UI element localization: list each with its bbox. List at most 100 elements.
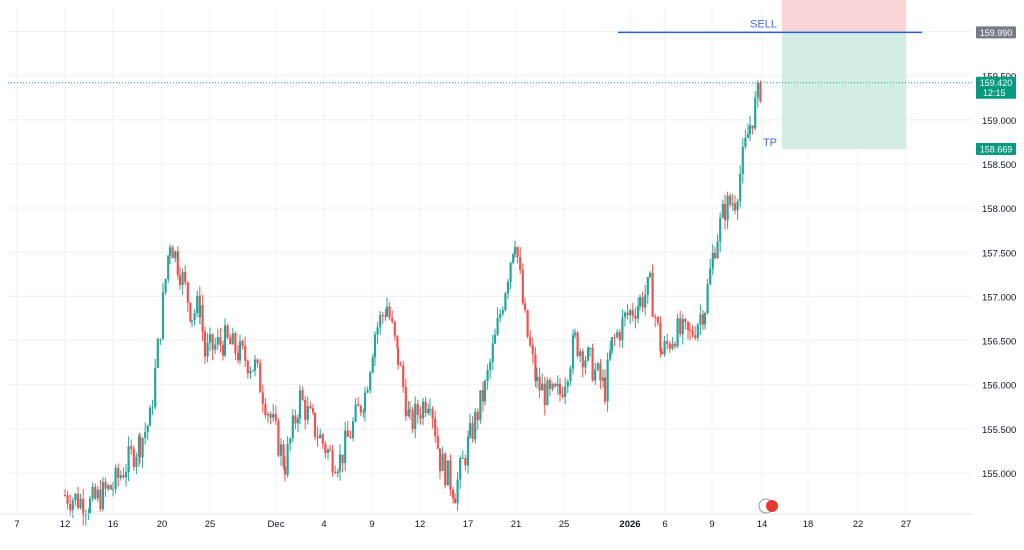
candle-down [723,194,727,230]
candle-body [379,314,382,328]
candle-body [496,317,499,335]
candle-body [69,503,72,510]
candle-body [489,361,492,371]
candle-body [746,133,750,138]
candle-down [203,326,207,364]
candle-body [404,387,407,417]
candle-body [646,277,649,295]
candle-body [311,408,315,413]
candle-body [66,495,69,504]
candle-up [164,278,167,296]
candle-body [713,253,717,259]
candle-body [529,336,532,346]
candle-body [269,413,272,418]
candle-body [736,201,739,211]
candle-body [114,467,117,489]
candle-up [354,398,357,423]
candle-body [399,364,402,366]
candle-up [756,80,759,108]
candle-up [731,194,734,212]
x-tick-label: 25 [559,519,570,530]
candle-down [759,80,762,104]
candle-up [107,483,110,492]
candle-down [259,358,262,393]
candle-down [171,245,174,259]
candle-body [331,450,334,472]
candle-body [711,253,714,269]
candle-down [236,345,240,364]
candle-up [709,258,712,286]
candle-body [282,444,285,467]
candle-body [461,457,464,459]
candle-body [324,443,327,454]
candle-down [634,307,637,329]
candle-body [638,297,642,307]
candle-down [122,467,125,479]
candle-up [111,481,115,497]
candle-up [286,436,289,478]
candle-up [427,403,430,416]
position-zones [782,0,906,150]
candle-body [506,281,510,294]
candle-up [336,468,339,478]
candle-body [535,376,539,381]
candle-body [402,365,405,388]
candle-up [181,268,184,295]
position-overlay[interactable]: SLSELLTP [8,0,972,149]
candle-body [336,471,339,473]
candle-body [117,467,120,478]
candle-up [208,327,212,352]
candle-body [451,489,455,499]
candle-body [699,314,702,325]
candle-body [663,341,666,355]
candle-body [107,485,110,489]
candle-up [146,424,149,441]
candle-up [499,309,502,322]
candle-body [221,344,225,356]
candle-body [741,146,744,174]
candle-body [449,460,452,490]
candle-body [161,292,165,339]
candle-up [148,404,152,427]
candle-up [446,460,449,486]
candle-body [151,407,154,409]
candle-down [138,432,142,464]
candle-body [546,380,549,406]
candle-up [579,348,582,363]
candle-up [291,409,294,443]
candle-body [601,377,605,381]
x-tick-label: 20 [157,519,168,530]
candle-body [141,438,144,458]
candle-body [660,351,664,355]
candle-down [274,405,277,425]
candle-body [168,247,172,256]
candle-body [373,334,377,358]
candle-body [369,372,372,391]
candle-body [483,381,487,402]
candle-up [272,403,275,422]
candle-down [388,302,391,321]
candle-down [294,409,297,430]
candle-up [699,304,702,335]
candle-body [596,363,599,370]
candle-body [644,294,647,308]
candle-body [571,335,575,369]
candle-body [441,453,444,472]
candle-up [371,353,374,374]
economic-event-icon[interactable] [758,498,778,514]
candle-body [609,350,612,360]
candle-up [621,309,624,348]
take-profit-zone [782,32,906,150]
candle-up [461,450,464,459]
candle-body [216,337,219,345]
candle-body [411,410,414,429]
candle-body [554,383,557,387]
y-tick-label: 156.000 [982,381,1016,392]
current-price-countdown: 12:15 [983,88,1006,98]
candle-down [178,267,182,290]
candle-down [324,441,327,459]
candle-up [719,212,722,252]
candle-body [71,500,74,510]
